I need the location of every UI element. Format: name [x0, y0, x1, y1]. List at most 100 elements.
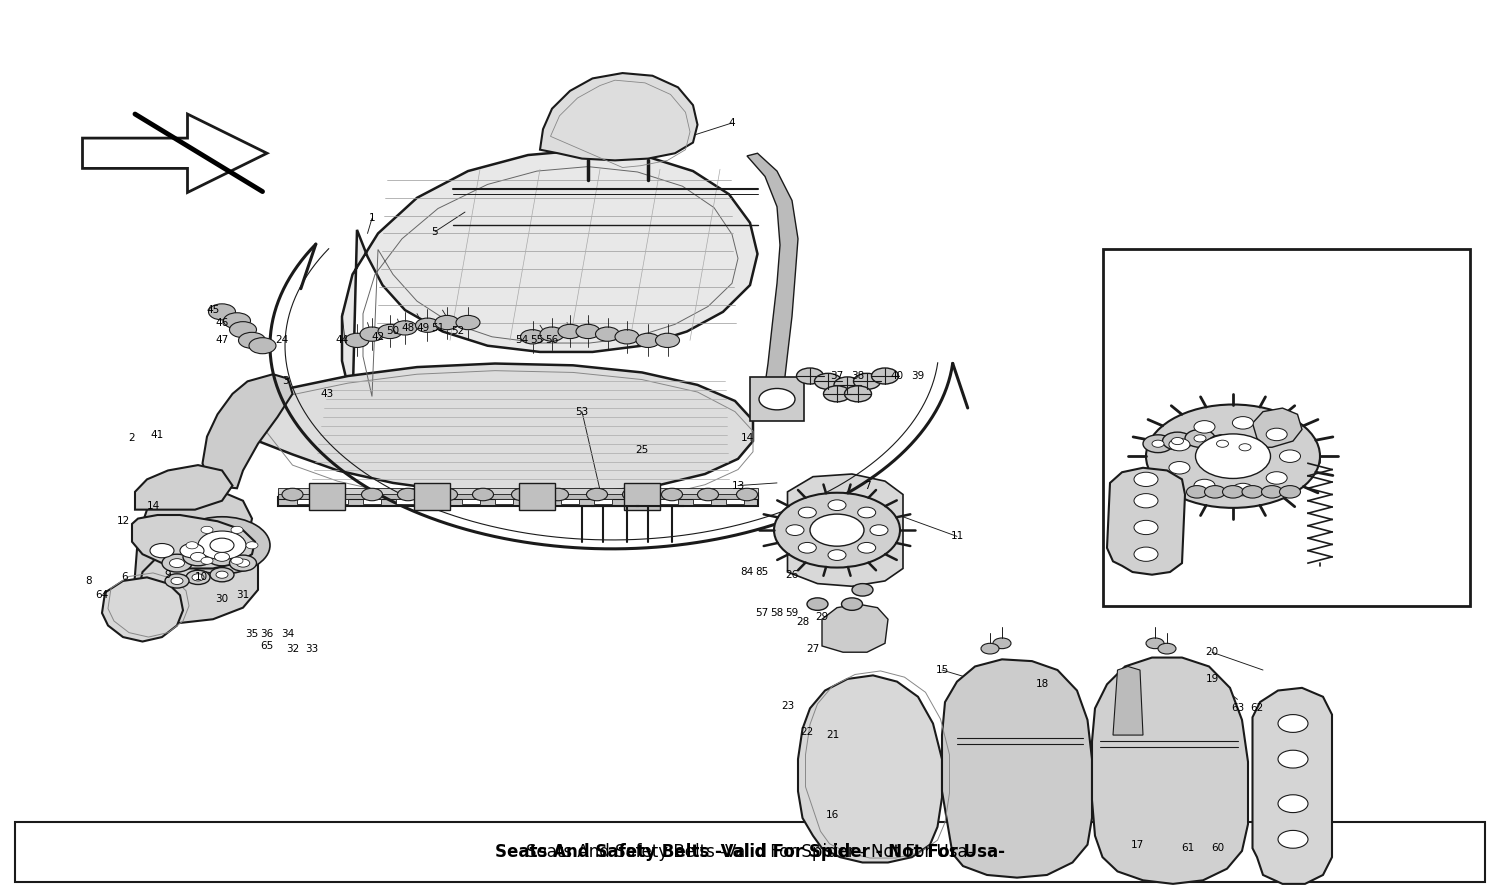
Text: 38: 38 [852, 371, 864, 381]
Text: 32: 32 [286, 643, 298, 654]
Circle shape [1266, 429, 1287, 441]
Text: 54: 54 [516, 335, 528, 346]
Polygon shape [1252, 408, 1302, 447]
Polygon shape [342, 150, 758, 405]
Text: 41: 41 [152, 429, 164, 440]
Circle shape [871, 368, 898, 384]
Circle shape [472, 488, 494, 501]
Text: 67: 67 [1146, 406, 1158, 417]
Bar [396, 499, 414, 504]
Text: 59: 59 [786, 608, 798, 618]
Text: 57: 57 [756, 608, 768, 618]
Text: 7: 7 [864, 480, 870, 491]
Text: 5: 5 [432, 226, 438, 237]
Text: 21: 21 [827, 730, 839, 740]
Text: 52: 52 [452, 326, 464, 337]
Circle shape [1194, 435, 1206, 442]
Circle shape [224, 313, 251, 329]
Bar [693, 499, 711, 504]
Circle shape [231, 557, 243, 564]
Text: Seats And Safety Belts -Valid For Spider - Not For Usa-: Seats And Safety Belts -Valid For Spider… [526, 843, 974, 861]
Circle shape [1230, 438, 1260, 456]
Circle shape [1222, 486, 1244, 498]
Circle shape [1266, 471, 1287, 484]
Circle shape [786, 525, 804, 535]
Circle shape [1134, 547, 1158, 561]
Bar [594, 499, 612, 504]
Circle shape [810, 514, 864, 546]
Text: 63: 63 [1232, 703, 1244, 714]
Text: 24: 24 [276, 335, 288, 346]
Circle shape [360, 327, 384, 341]
Bar [1102, 249, 1470, 606]
Circle shape [558, 324, 582, 339]
Polygon shape [519, 483, 555, 510]
Circle shape [322, 488, 344, 501]
Text: 86: 86 [1287, 486, 1299, 497]
Text: 19: 19 [1206, 674, 1218, 684]
Text: 2: 2 [129, 433, 135, 444]
Text: 4: 4 [729, 118, 735, 128]
Text: 73: 73 [1212, 433, 1224, 444]
Text: 29: 29 [816, 611, 828, 622]
Text: 14: 14 [147, 501, 159, 511]
Text: 12: 12 [117, 516, 129, 527]
Circle shape [214, 552, 230, 561]
Circle shape [171, 577, 183, 584]
Polygon shape [132, 488, 252, 613]
Text: 65: 65 [261, 641, 273, 651]
Bar [278, 492, 758, 499]
Polygon shape [1252, 688, 1332, 884]
Text: 10: 10 [195, 572, 207, 583]
Bar [726, 499, 744, 504]
Text: 14: 14 [741, 433, 753, 444]
Circle shape [230, 555, 256, 571]
Polygon shape [624, 483, 660, 510]
Text: 31: 31 [237, 590, 249, 601]
Circle shape [1172, 437, 1184, 445]
Circle shape [1194, 479, 1215, 492]
Circle shape [282, 488, 303, 501]
Text: 16: 16 [827, 810, 839, 821]
Text: 53: 53 [576, 406, 588, 417]
Circle shape [435, 315, 459, 330]
Text: 33: 33 [306, 643, 318, 654]
Text: 42: 42 [372, 331, 384, 342]
Text: 1: 1 [369, 213, 375, 224]
Circle shape [1168, 462, 1190, 474]
Polygon shape [788, 474, 903, 586]
Text: 76: 76 [1242, 486, 1254, 497]
Text: 8: 8 [86, 576, 92, 586]
Circle shape [362, 488, 382, 501]
Text: 47: 47 [216, 335, 228, 346]
Circle shape [345, 333, 369, 347]
Text: 68: 68 [1161, 406, 1173, 417]
Text: 56: 56 [546, 335, 558, 346]
Circle shape [1168, 438, 1190, 451]
Circle shape [548, 488, 568, 501]
Circle shape [1278, 750, 1308, 768]
Circle shape [1185, 429, 1215, 447]
Text: 84: 84 [741, 567, 753, 577]
Text: 77: 77 [1254, 486, 1266, 497]
Circle shape [993, 638, 1011, 649]
Text: 70: 70 [1152, 438, 1164, 449]
Polygon shape [414, 483, 450, 510]
Text: 48: 48 [402, 323, 414, 333]
Circle shape [858, 543, 876, 553]
Text: 44: 44 [336, 335, 348, 346]
Circle shape [698, 488, 718, 501]
Circle shape [1158, 643, 1176, 654]
Text: 39: 39 [912, 371, 924, 381]
Circle shape [1239, 444, 1251, 451]
Circle shape [870, 525, 888, 535]
Circle shape [416, 318, 440, 332]
Circle shape [834, 377, 861, 393]
Circle shape [828, 500, 846, 511]
Text: 81: 81 [1302, 576, 1314, 586]
Circle shape [398, 488, 418, 501]
Circle shape [798, 543, 816, 553]
Text: 22: 22 [801, 727, 813, 738]
Circle shape [456, 315, 480, 330]
Circle shape [1146, 638, 1164, 649]
